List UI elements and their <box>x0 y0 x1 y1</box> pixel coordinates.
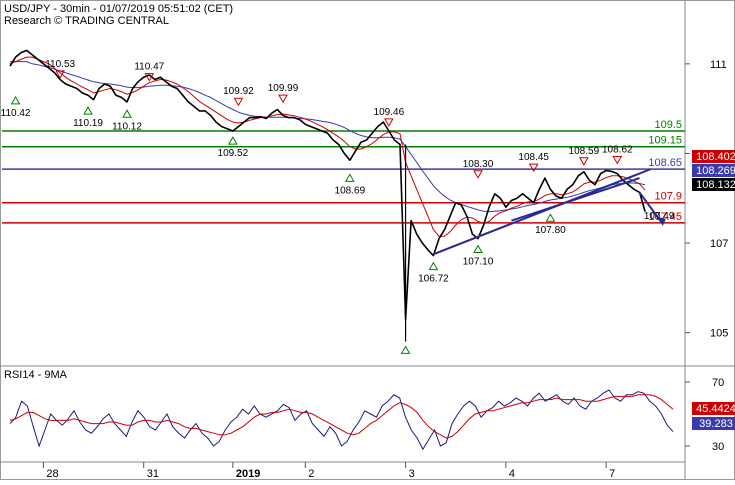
pivot-high-marker <box>278 94 288 104</box>
rsi-y-tick-label: 70 <box>712 377 724 389</box>
forecast-label: 107.49 <box>644 211 675 222</box>
pivot-high-marker <box>55 70 66 79</box>
x-tick-label: 4 <box>509 468 515 480</box>
pivot-low-marker <box>10 95 21 105</box>
x-tick-label: 31 <box>147 468 159 480</box>
pivot-high-label: 109.46 <box>374 107 405 118</box>
pivot-high-marker <box>578 157 589 166</box>
level-label: 107.45 <box>648 211 682 223</box>
price-tag <box>692 164 735 177</box>
pivot-low-marker <box>83 106 93 115</box>
pivot-markers: 110.42 110.53 110.19 110.12 110.47 109.52 109.… <box>1 59 633 354</box>
pivot-high-label: 109.99 <box>268 83 299 94</box>
chart-title: USD/JPY - 30min - 01/07/2019 05:51:02 (C… <box>4 3 233 15</box>
x-tick-label: 28 <box>46 468 58 480</box>
rsi-price-tag <box>692 417 735 430</box>
pivot-low-marker <box>227 136 238 145</box>
series-price <box>9 49 646 321</box>
rsi-price-tag <box>692 402 735 415</box>
level-label: 109.5 <box>654 119 682 131</box>
price-tag-label: 108.132 <box>696 179 735 191</box>
price-tag <box>692 178 735 191</box>
forecast-arrow-head <box>656 216 666 226</box>
pivot-low-marker <box>400 345 411 354</box>
x-tick-label: 2 <box>308 468 314 480</box>
rsi-price-tag-label: 45.4424 <box>696 403 735 415</box>
y-tick-label: 107 <box>710 238 728 250</box>
pivot-low-label: 107.80 <box>535 225 566 236</box>
price-tag-label: 108.269 <box>696 165 735 177</box>
pivot-low-label: 108.69 <box>335 185 366 196</box>
pivot-high-label: 109.92 <box>223 86 254 97</box>
pivot-high-label: 108.59 <box>569 146 600 157</box>
rsi-y-tick-label: 30 <box>712 441 724 453</box>
series-ma-fast <box>9 56 646 237</box>
rsi-line <box>9 389 674 451</box>
y-tick-label: 105 <box>710 328 728 340</box>
pivot-high-marker <box>383 118 394 127</box>
rsi-panel <box>9 389 674 451</box>
horizontal-levels: 109.5 109.15 108.65 107.9 107.45 <box>2 119 685 224</box>
price-tag <box>692 150 735 163</box>
x-tick-label: 3 <box>409 468 415 480</box>
level-label: 108.65 <box>648 157 682 169</box>
pivot-high-marker <box>473 170 483 179</box>
pivot-high-label: 108.62 <box>602 144 633 155</box>
pivot-high-marker <box>612 155 623 165</box>
pivot-low-marker <box>428 261 439 271</box>
x-tick-label: 7 <box>609 468 615 480</box>
pivot-high-label: 110.53 <box>45 59 75 70</box>
trendline <box>433 168 652 256</box>
y-tick-label: 111 <box>710 59 727 71</box>
pivot-low-label: 109.52 <box>218 148 249 159</box>
series-lines: 107.49 <box>9 49 675 342</box>
level-label: 109.15 <box>648 135 682 147</box>
pivot-low-label: 110.42 <box>1 108 31 119</box>
x-tick-label: 2019 <box>236 468 260 480</box>
pivot-high-marker <box>144 73 155 82</box>
pivot-low-marker <box>545 213 556 222</box>
pivot-low-label: 107.10 <box>463 257 494 268</box>
chart-subtitle: Research © TRADING CENTRAL <box>4 15 169 27</box>
pivot-low-marker <box>122 109 132 118</box>
rsi-price-tag-label: 39.283 <box>699 418 733 430</box>
pivot-high-label: 108.45 <box>518 152 549 163</box>
pivot-high-label: 108.30 <box>463 159 494 170</box>
pivot-low-marker <box>473 244 483 254</box>
pivot-low-marker <box>344 173 355 182</box>
rsi-ma-line <box>9 394 674 439</box>
trendline <box>511 177 640 222</box>
pivot-low-label: 106.72 <box>418 274 449 285</box>
price-tag-label: 108.402 <box>696 151 735 163</box>
price-tags: 108.402 108.269 108.132 45.4424 39.283 <box>692 150 735 430</box>
pivot-high-label: 110.47 <box>134 62 164 73</box>
pivot-low-label: 110.19 <box>73 118 103 129</box>
pivot-low-label: 110.12 <box>112 121 142 132</box>
axes: 1051071091113070283120192347 <box>42 59 728 480</box>
level-label: 107.9 <box>654 191 682 203</box>
pivot-high-marker <box>233 97 244 107</box>
rsi-title: RSI14 - 9MA <box>4 369 68 381</box>
pivot-high-marker <box>528 163 539 173</box>
series-ma-slow <box>10 61 646 213</box>
